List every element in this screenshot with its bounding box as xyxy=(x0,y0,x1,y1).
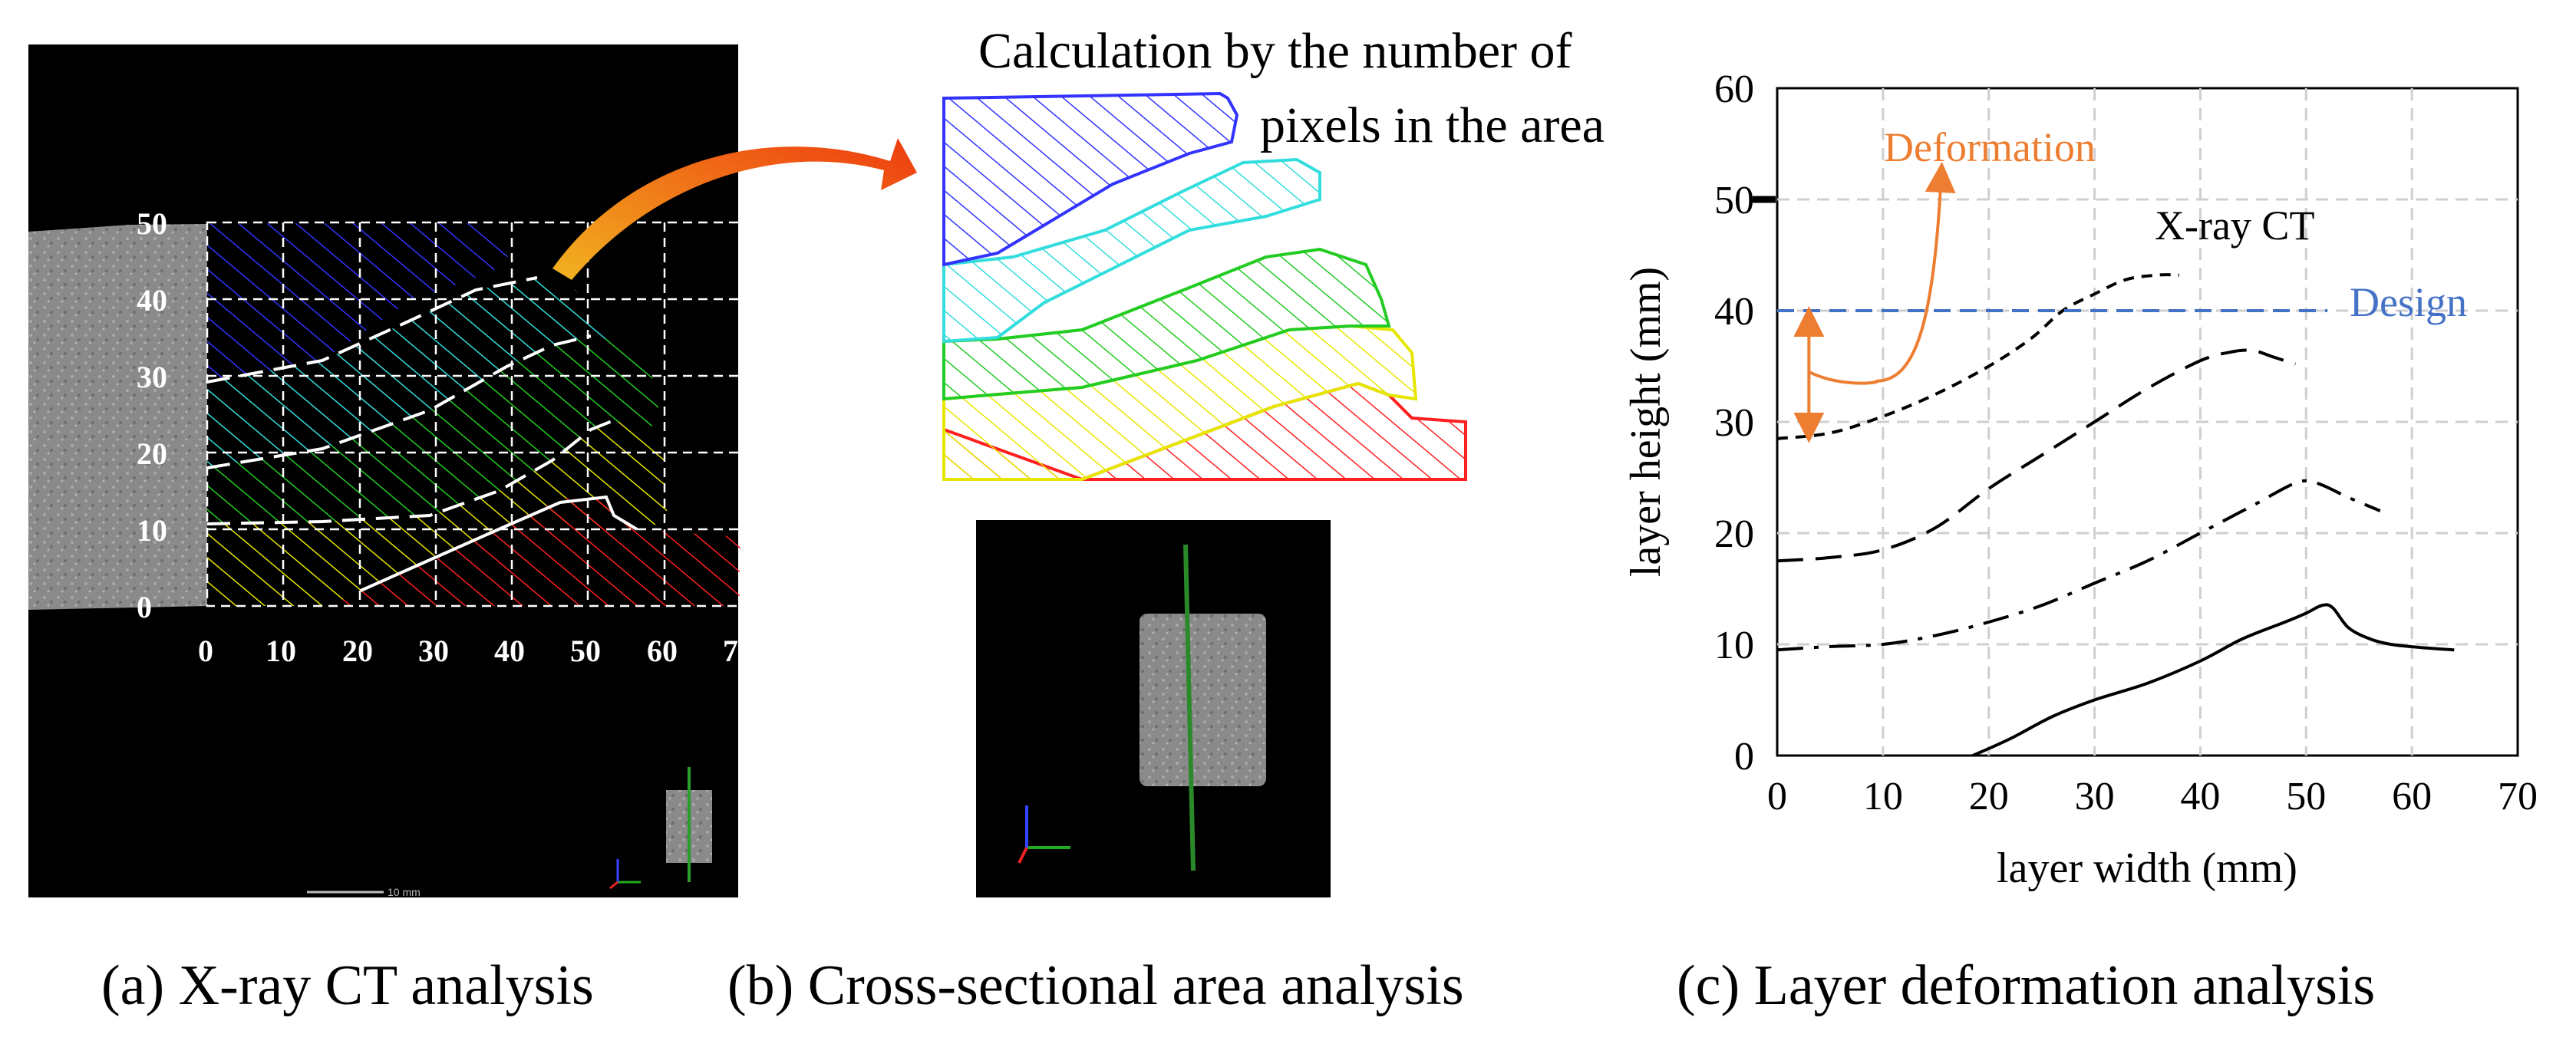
x-tick-label: 20 xyxy=(1969,775,2009,818)
deformation-label: Deformation xyxy=(1884,124,2096,170)
y-axis-ticks: 0 10 20 30 40 50 60 xyxy=(1714,68,1754,779)
y-tick-label: 60 xyxy=(1714,68,1754,111)
y-tick-label: 50 xyxy=(1714,179,1754,222)
x-tick-label: 30 xyxy=(2075,775,2115,818)
layer-1-region xyxy=(330,497,740,606)
series-line-layer-2 xyxy=(1776,479,2381,652)
ct-xtick: 60 xyxy=(647,634,678,668)
ct-ytick: 0 xyxy=(137,590,152,624)
y-tick-label: 20 xyxy=(1714,512,1754,556)
layer-4-shape xyxy=(942,157,1321,344)
design-label: Design xyxy=(2350,279,2467,325)
ct-specimen-body xyxy=(28,224,207,610)
layer-5-shape xyxy=(942,91,1239,267)
y-axis-label: layer height (mm) xyxy=(1622,267,1670,577)
x-tick-label: 10 xyxy=(1863,775,1903,818)
x-axis-ticks: 0 10 20 30 40 50 60 70 xyxy=(1767,775,2538,818)
ct-ytick: 10 xyxy=(137,513,167,548)
x-tick-label: 60 xyxy=(2392,775,2432,818)
x-tick-label: 40 xyxy=(2180,775,2220,818)
panel-c-chart: 0 10 20 30 40 50 60 70 0 10 20 30 40 50 60 Deformatio… xyxy=(1622,68,2538,892)
ct-3d-specimen xyxy=(1140,614,1266,786)
annotation-line-2: pixels in the area xyxy=(1260,97,1605,153)
ct-xtick: 30 xyxy=(418,634,449,668)
ct-xtick: 10 xyxy=(266,634,296,668)
layer-4-region xyxy=(207,278,648,468)
axis-triad-icon xyxy=(1018,805,1070,864)
ct-ytick: 20 xyxy=(137,436,167,471)
ct-ytick: 40 xyxy=(137,283,167,318)
chart-grid xyxy=(1777,88,2518,756)
curved-arrow-icon xyxy=(552,138,917,280)
series-group xyxy=(1776,273,2455,757)
y-tick-label: 0 xyxy=(1734,735,1754,779)
x-tick-label: 70 xyxy=(2498,775,2538,818)
layer-3-region xyxy=(207,336,660,524)
y-tick-label: 40 xyxy=(1714,290,1754,334)
y-tick-label: 10 xyxy=(1714,624,1754,667)
x-axis-label: layer width (mm) xyxy=(1997,845,2297,892)
layer-2-region xyxy=(207,418,668,606)
ct-xtick: 70 xyxy=(723,634,754,668)
annotation-line-1: Calculation by the number of xyxy=(978,23,1572,79)
ct-xtick: 0 xyxy=(198,634,213,668)
panel-a: 0 10 20 30 40 50 0 10 20 30 40 50 60 70 … xyxy=(28,44,917,898)
layer-3-shape xyxy=(942,247,1391,401)
panel-b: Calculation by the number of pixels in t… xyxy=(942,23,1605,897)
caption-b: (b) Cross-sectional area analysis xyxy=(727,954,1464,1017)
xray-ct-label: X-ray CT xyxy=(2155,203,2314,249)
ct-grid xyxy=(206,221,742,608)
x-tick-label: 50 xyxy=(2286,775,2326,818)
ct-ytick: 30 xyxy=(137,360,167,394)
scale-bar-label: 10 mm xyxy=(388,886,421,898)
ct-xtick: 20 xyxy=(342,634,373,668)
ct-xtick: 50 xyxy=(570,634,601,668)
series-line-layer-1 xyxy=(1972,603,2455,757)
series-line-layer-4 xyxy=(1776,273,2179,440)
caption-a: (a) X-ray CT analysis xyxy=(101,954,594,1017)
axis-triad-icon xyxy=(609,859,641,890)
y-tick-label: 30 xyxy=(1714,401,1754,445)
ct-ytick: 50 xyxy=(137,206,167,241)
caption-c: (c) Layer deformation analysis xyxy=(1677,954,2376,1017)
deformation-callout-arrow xyxy=(1808,162,1956,385)
x-tick-label: 0 xyxy=(1767,775,1787,818)
ct-xtick: 40 xyxy=(494,634,525,668)
